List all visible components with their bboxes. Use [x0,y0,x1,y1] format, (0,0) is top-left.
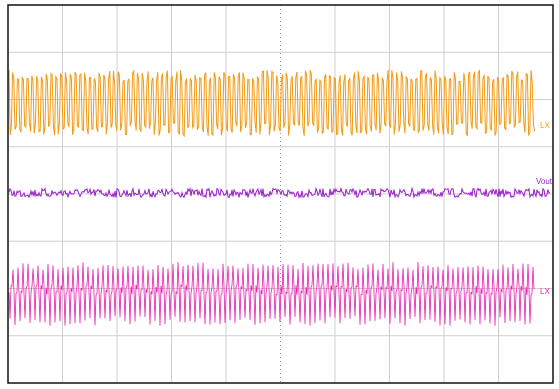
screen-border [7,4,554,384]
trace-label: Vout [536,177,553,186]
trace-waveform [8,186,551,199]
trace-label: LX [540,121,550,130]
trace-label: LX [540,287,550,296]
trace-waveform [8,261,535,326]
traces: LX Vout LX [8,68,553,326]
trace-waveform [8,68,536,138]
